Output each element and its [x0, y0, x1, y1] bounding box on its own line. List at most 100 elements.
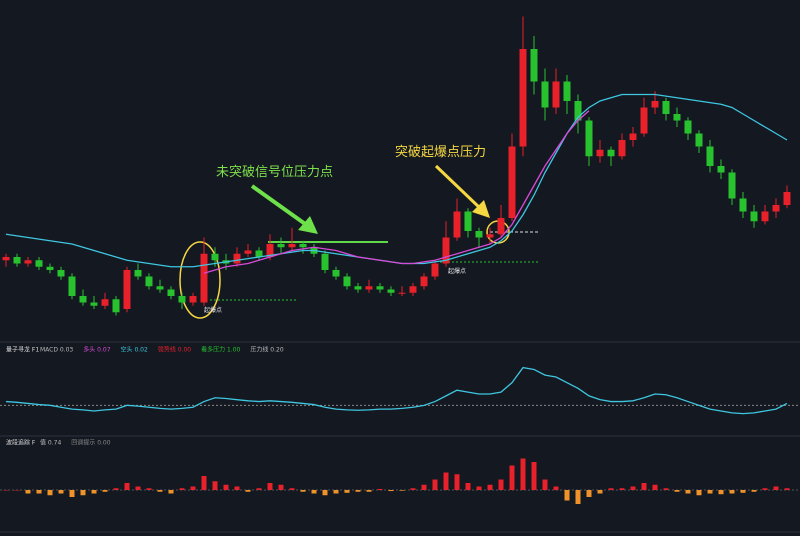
histogram-bar	[201, 476, 207, 490]
green-arrow	[250, 184, 318, 234]
candle-body	[519, 49, 527, 147]
histogram-bar	[14, 490, 20, 491]
histogram-bar	[718, 490, 724, 495]
histogram-bar	[421, 484, 427, 490]
histogram-bar	[641, 483, 647, 490]
candle-body	[618, 140, 626, 157]
candle-body	[24, 260, 32, 264]
indicator-line	[5, 366, 788, 415]
histogram-bar	[476, 486, 482, 490]
histogram-bar	[575, 490, 581, 504]
candle-body	[255, 250, 263, 257]
candle-body	[277, 244, 285, 248]
yellow-arrow	[434, 164, 490, 218]
candle-body	[156, 286, 164, 290]
candle-body	[629, 133, 637, 140]
histogram-bar	[168, 490, 174, 494]
histogram-bar	[91, 490, 97, 494]
candle-body	[453, 211, 461, 238]
histogram-bar	[25, 490, 31, 494]
candle-body	[101, 299, 109, 306]
histogram-bar	[212, 481, 218, 490]
candle-body	[541, 81, 549, 108]
histogram-bar	[696, 490, 702, 496]
histogram-bar	[432, 479, 438, 490]
histogram-bar	[619, 488, 625, 490]
histogram-bar	[674, 490, 680, 492]
candle-body	[464, 211, 472, 231]
histogram-bar	[608, 488, 614, 490]
histogram-bar	[69, 490, 75, 497]
indicator-label: 看多压力 1.00	[201, 346, 240, 354]
histogram-bar	[157, 490, 163, 492]
candle-body	[475, 231, 483, 238]
histogram-bar	[278, 484, 284, 490]
histogram-bar	[487, 484, 493, 490]
histogram-bar	[47, 490, 53, 496]
candle-body	[79, 296, 87, 303]
indicator-label: 强势线 0.00	[158, 346, 191, 354]
candle-body	[376, 286, 384, 290]
candle-body	[288, 244, 296, 248]
histogram-bar	[179, 488, 185, 490]
indicator-label: 多头 0.07	[83, 346, 110, 354]
histogram-bar	[410, 488, 416, 490]
candle-body	[486, 234, 494, 238]
candle-body	[695, 133, 703, 147]
candle-body	[640, 107, 648, 134]
highlight-ellipse	[179, 241, 221, 319]
candle-body	[607, 149, 615, 157]
candle-body	[772, 205, 780, 212]
annotation: 起爆点	[448, 267, 466, 275]
histogram-bar	[311, 490, 317, 494]
histogram-bar	[3, 490, 9, 491]
candle-body	[585, 120, 593, 157]
candle-body	[145, 276, 153, 287]
histogram-bar	[355, 490, 361, 492]
histogram-bar	[190, 486, 196, 490]
histogram-bar	[498, 479, 504, 490]
histogram-bar	[322, 490, 328, 496]
candle-body	[57, 270, 65, 277]
candle-body	[530, 49, 538, 82]
histogram-bar	[751, 490, 757, 492]
candle-body	[354, 286, 362, 290]
candle-body	[233, 253, 241, 264]
candle-body	[167, 289, 175, 296]
histogram-bar	[135, 486, 141, 490]
annotation: 未突破信号位压力点	[216, 164, 333, 180]
histogram-bar	[289, 488, 295, 490]
candle-body	[46, 266, 54, 270]
histogram-bar	[113, 488, 119, 490]
annotation: 突破起爆点压力	[395, 144, 486, 160]
indicator-label: 压力线 0.20	[250, 346, 283, 354]
histogram-bar	[707, 490, 713, 494]
histogram-bar	[740, 490, 746, 493]
candle-body	[651, 101, 659, 108]
candle-body	[717, 166, 725, 173]
annotation: 起爆点	[204, 306, 222, 314]
candle-body	[178, 296, 186, 303]
candle-body	[189, 296, 197, 303]
histogram-bar	[586, 490, 592, 497]
candle-body	[134, 270, 142, 277]
histogram-bar	[784, 488, 790, 490]
histogram-bar	[388, 490, 394, 492]
histogram-bar	[773, 486, 779, 490]
candle-body	[68, 276, 76, 296]
candle-body	[442, 237, 450, 264]
histogram-bar	[443, 472, 449, 490]
indicator-label: 值 0.74	[40, 439, 61, 447]
candle-body	[211, 253, 219, 261]
candle-body	[552, 81, 560, 108]
candle-body	[508, 146, 516, 218]
histogram-bar	[124, 483, 130, 490]
candle-body	[332, 270, 340, 277]
panel-title: 量子寻龙 F1	[6, 346, 39, 354]
candle-body	[684, 120, 692, 134]
candle-body	[673, 114, 681, 121]
candle-body	[409, 286, 417, 293]
